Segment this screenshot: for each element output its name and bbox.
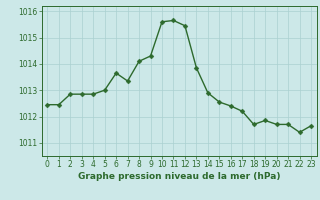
X-axis label: Graphe pression niveau de la mer (hPa): Graphe pression niveau de la mer (hPa) xyxy=(78,172,280,181)
